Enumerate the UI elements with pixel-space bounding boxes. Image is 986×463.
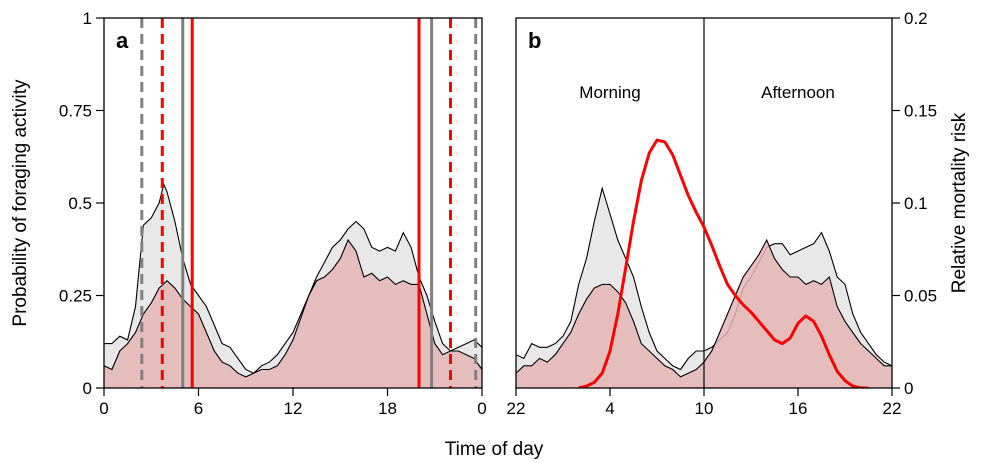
panel-b-y2-tick-label: 0 <box>904 379 913 398</box>
panel-a-x-tick-label: 12 <box>284 399 303 418</box>
panel-a-x-tick-label: 0 <box>477 399 486 418</box>
panel-b-x-tick-label: 16 <box>789 399 808 418</box>
panel-b-x-tick-label: 22 <box>883 399 902 418</box>
panel-b-y2-tick-label: 0.15 <box>904 102 937 121</box>
panel-a-x-tick-label: 0 <box>99 399 108 418</box>
panel-a-y-tick-label: 0.75 <box>59 102 92 121</box>
panel-a-y-axis: 0 0.25 0.5 0.75 1 <box>59 9 104 398</box>
panel-b-annotations: Morning Afternoon <box>579 83 835 102</box>
panel-a-y-tick-label: 1 <box>83 9 92 28</box>
mortality-risk-series <box>578 138 869 388</box>
panel-a-y-tick-label: 0.25 <box>59 287 92 306</box>
panel-b-y2-tick-label: 0.1 <box>904 194 928 213</box>
x-axis-title: Time of day <box>445 439 544 460</box>
panel-a: 0 0.25 0.5 0.75 1 0 6 12 18 0 a Probability of f… <box>10 9 487 418</box>
panel-a-areas <box>104 182 482 388</box>
panel-a-label: a <box>116 28 129 53</box>
panel-b-x-axis: 22 4 10 16 22 <box>507 388 902 418</box>
panel-b-annotation-afternoon: Afternoon <box>761 83 835 102</box>
panel-a-reference-lines <box>140 18 478 388</box>
panel-b-x-tick-label: 10 <box>695 399 714 418</box>
panel-a-y-tick-label: 0.5 <box>68 194 92 213</box>
panel-b-x-tick-label: 4 <box>605 399 614 418</box>
panel-b: 0 0.05 0.1 0.15 0.2 22 4 10 16 22 Morning Afterno… <box>507 9 970 418</box>
panel-b-y-axis-title: Relative mortality risk <box>949 112 970 293</box>
panel-b-right-y-axis: 0 0.05 0.1 0.15 0.2 <box>892 9 937 398</box>
panel-b-y2-tick-label: 0.2 <box>904 9 928 28</box>
panel-a-y-axis-title: Probability of foraging activity <box>10 79 31 327</box>
panel-a-x-tick-label: 6 <box>194 399 203 418</box>
panel-a-x-axis: 0 6 12 18 0 <box>99 388 487 418</box>
panel-b-x-tick-label: 22 <box>507 399 526 418</box>
panel-b-y2-tick-label: 0.05 <box>904 287 937 306</box>
panel-a-x-tick-label: 18 <box>378 399 397 418</box>
panel-b-annotation-morning: Morning <box>579 83 640 102</box>
panel-b-label: b <box>528 28 541 53</box>
panel-a-y-tick-label: 0 <box>83 379 92 398</box>
panel-b-risk-line <box>578 138 869 388</box>
